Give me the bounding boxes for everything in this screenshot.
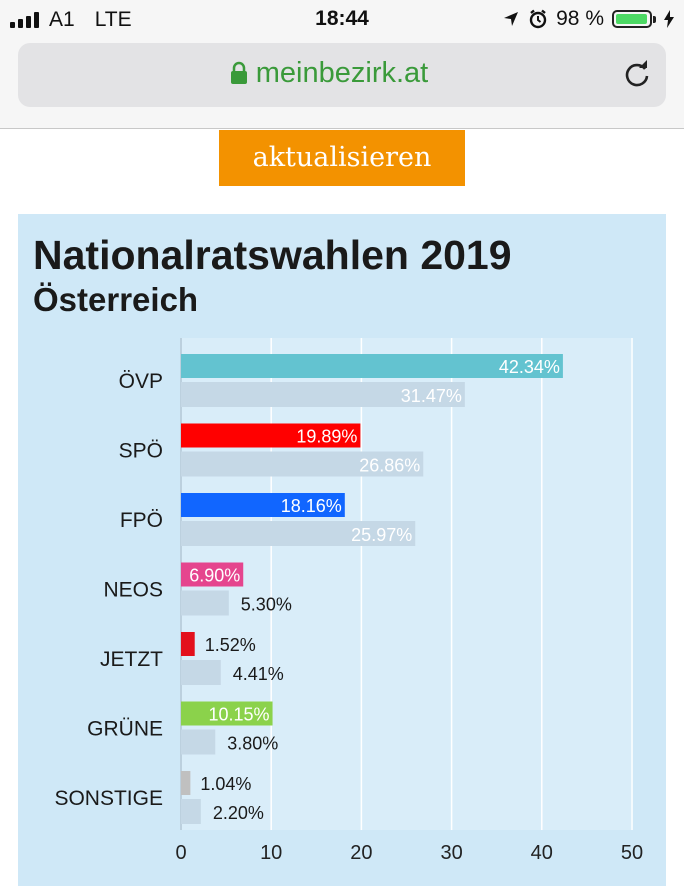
bar-current	[181, 354, 563, 378]
battery-icon	[612, 10, 656, 28]
battery-percent: 98 %	[556, 7, 604, 30]
bar-chart: 0 10 20 30 40 50 ÖVP 42.34% 31.47% SPÖ 19.89%26.86…	[54, 338, 643, 864]
charging-icon	[664, 10, 674, 28]
x-tick-label: 50	[621, 842, 643, 864]
bar-current-label: 42.34%	[499, 357, 560, 377]
browser-toolbar: meinbezirk.at	[0, 38, 684, 129]
bar-current-label: 10.15%	[208, 705, 269, 725]
bar-previous	[181, 451, 424, 477]
category-label: SPÖ	[119, 440, 163, 463]
bar-previous	[181, 521, 416, 546]
reload-icon[interactable]	[622, 59, 652, 89]
bar-current-label: 6.90%	[189, 566, 240, 586]
category-label: NEOS	[103, 579, 163, 602]
bar-current	[181, 493, 345, 517]
url-text: meinbezirk.at	[255, 57, 429, 89]
bar-previous	[181, 590, 229, 616]
x-tick-label: 20	[350, 842, 372, 864]
bar-previous-label: 31.47%	[401, 386, 462, 406]
bar-current	[181, 632, 195, 656]
refresh-button[interactable]: aktualisieren	[219, 130, 465, 186]
bar-current-label: 1.04%	[200, 774, 251, 794]
chart-title: Nationalratswahlen 2019	[33, 232, 512, 278]
bar-previous-label: 2.20%	[213, 803, 264, 823]
x-tick-label: 30	[440, 842, 462, 864]
bar-previous-label: 3.80%	[227, 734, 278, 754]
category-label: ÖVP	[119, 370, 163, 393]
bar-current-label: 18.16%	[281, 496, 342, 516]
category-label: JETZT	[100, 648, 163, 671]
bar-previous	[181, 729, 216, 755]
x-tick-label: 40	[531, 842, 553, 864]
bar-previous	[181, 660, 221, 685]
bar-previous-label: 4.41%	[233, 664, 284, 684]
bar-previous-label: 25.97%	[351, 525, 412, 545]
lock-icon	[231, 61, 247, 84]
category-label: GRÜNE	[87, 718, 163, 741]
bar-current	[181, 771, 191, 795]
results-chart-card: Nationalratswahlen 2019 Österreich 0 10 20…	[18, 214, 666, 886]
category-label: FPÖ	[120, 509, 163, 532]
battery-fill	[616, 14, 648, 24]
status-right: 98 %	[502, 7, 674, 31]
alarm-icon	[529, 9, 547, 29]
address-bar[interactable]: meinbezirk.at	[18, 43, 666, 107]
carrier-label: A1	[49, 8, 75, 31]
bar-current-label: 1.52%	[205, 635, 256, 655]
bar-current	[181, 562, 244, 587]
chart-subtitle: Österreich	[33, 281, 199, 318]
bar-current-label: 19.89%	[296, 427, 357, 447]
network-label: LTE	[94, 8, 132, 31]
category-label: SONSTIGE	[54, 787, 163, 810]
status-left: A1 LTE	[10, 8, 132, 32]
bar-previous-label: 26.86%	[359, 456, 420, 476]
bar-current	[181, 701, 273, 726]
x-tick-label: 10	[260, 842, 282, 864]
bar-previous-label: 5.30%	[241, 595, 292, 615]
status-time: 18:44	[315, 7, 369, 30]
location-arrow-icon	[504, 12, 519, 26]
plot-area	[180, 338, 631, 830]
x-tick-label: 0	[175, 842, 186, 864]
signal-icon	[10, 12, 39, 28]
bar-current	[181, 423, 361, 448]
bar-previous	[181, 799, 201, 824]
status-bar: A1 LTE 18:44 98 %	[0, 0, 684, 38]
bar-previous	[181, 382, 465, 407]
